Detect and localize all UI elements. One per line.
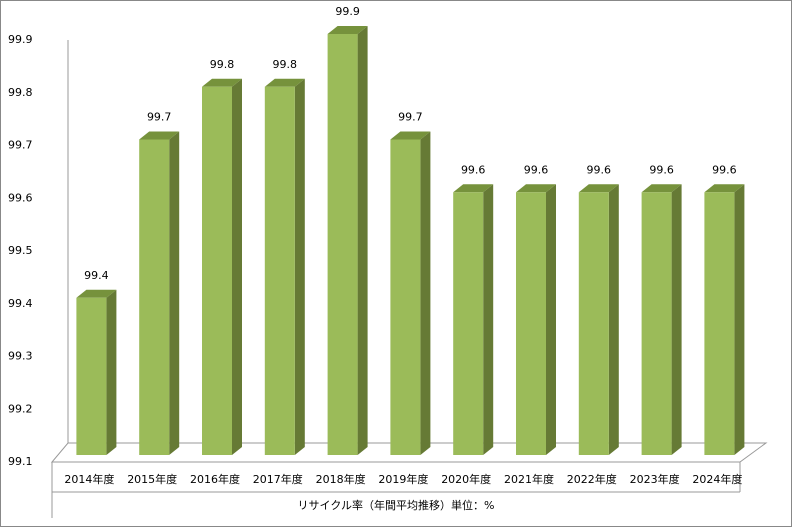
bar-front [641, 192, 672, 455]
data-label: 99.9 [335, 5, 360, 18]
x-axis-title: リサイクル率（年間平均推移）単位：% [298, 498, 495, 512]
bar-side [608, 184, 619, 455]
y-tick-label: 99.8 [8, 86, 33, 99]
x-tick-label: 2017年度 [253, 472, 303, 486]
data-label: 99.6 [461, 163, 486, 176]
data-label: 99.7 [398, 111, 423, 124]
bar [139, 131, 180, 455]
y-tick-label: 99.6 [8, 191, 33, 204]
x-tick-label: 2019年度 [378, 472, 428, 486]
x-tick-label: 2014年度 [64, 472, 114, 486]
bar [704, 184, 745, 455]
bar [76, 289, 117, 455]
bar-front [202, 86, 232, 455]
y-tick-label: 99.1 [8, 455, 33, 468]
x-tick-label: 2018年度 [316, 472, 366, 486]
bar [264, 78, 305, 455]
x-tick-label: 2023年度 [630, 472, 680, 486]
bar-top [453, 184, 494, 193]
data-label: 99.6 [524, 163, 549, 176]
bar [516, 184, 556, 455]
data-label: 99.8 [273, 58, 298, 71]
bar [578, 184, 619, 455]
bar-side [420, 131, 431, 455]
bar-front [390, 139, 421, 455]
bar-front [453, 192, 484, 455]
bar-side [169, 131, 180, 455]
bar [641, 184, 682, 455]
bar-side [106, 289, 117, 455]
bar-top [76, 289, 117, 298]
bar-front [327, 34, 358, 455]
y-tick-label: 99.9 [8, 33, 33, 46]
bar-top [327, 26, 368, 34]
bar-side [546, 184, 556, 455]
bar-side [294, 78, 305, 455]
bar-side [734, 184, 745, 455]
y-tick-label: 99.3 [8, 350, 33, 363]
x-tick-label: 2024年度 [692, 472, 742, 486]
data-label: 99.6 [587, 163, 612, 176]
x-tick-label: 2022年度 [567, 472, 617, 486]
bar-top [516, 184, 556, 193]
data-label: 99.4 [84, 269, 109, 282]
bar-top [641, 184, 682, 193]
y-tick-label: 99.7 [8, 139, 33, 152]
bar-front [76, 297, 107, 455]
data-label: 99.7 [147, 111, 172, 124]
x-tick-label: 2015年度 [127, 472, 177, 486]
bar [390, 131, 431, 455]
bar-front [139, 139, 170, 455]
bar-top [390, 131, 431, 140]
x-tick-label: 2016年度 [190, 472, 240, 486]
bar-front [516, 192, 546, 455]
bar-side [232, 78, 242, 455]
bar-front [264, 86, 295, 455]
bar [202, 78, 242, 455]
bar-top [202, 78, 242, 87]
data-label: 99.6 [649, 163, 674, 176]
bar-top [264, 78, 305, 87]
bar-side [357, 26, 368, 455]
bar-front [704, 192, 735, 455]
bar-side [483, 184, 494, 455]
data-label: 99.8 [210, 58, 235, 71]
bar-side [671, 184, 682, 455]
x-tick-label: 2021年度 [504, 472, 554, 486]
bar [327, 26, 368, 455]
bar-top [578, 184, 619, 193]
bar [453, 184, 494, 455]
bar-front [578, 192, 609, 455]
bar-top [704, 184, 745, 193]
y-tick-label: 99.4 [8, 297, 33, 310]
data-label: 99.6 [712, 163, 737, 176]
x-tick-label: 2020年度 [441, 472, 491, 486]
y-tick-label: 99.5 [8, 244, 33, 257]
y-tick-label: 99.2 [8, 402, 33, 415]
bar-top [139, 131, 180, 140]
